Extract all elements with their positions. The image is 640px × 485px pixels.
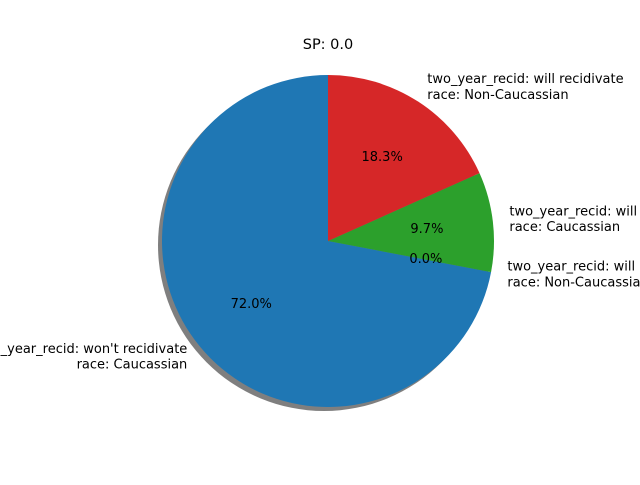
pie-outer-label-line2: race: Caucassian — [509, 220, 620, 235]
pie-outer-label-line1: two_year_recid: will recidivate — [507, 260, 640, 275]
pie-percent-label-3: 18.3% — [362, 150, 403, 165]
pie-outer-label-line1: two_year_recid: will recidivate — [427, 72, 623, 87]
pie-outer-label-line1: two_year_recid: won't recidivate — [0, 342, 187, 357]
pie-percent-labels: 72.0% 0.0% 9.7% 18.3% — [231, 150, 444, 312]
pie-outer-label-3: two_year_recid: will recidivate race: Non… — [427, 72, 623, 103]
pie-slice-0 — [162, 75, 492, 408]
pie-outer-label-line2: race: Non-Caucassian — [507, 275, 640, 290]
pie-outer-label-line1: two_year_recid: will recidivate — [509, 204, 640, 219]
pie-slice-3 — [328, 75, 480, 241]
pie-slice-2 — [328, 173, 494, 273]
pie-outer-label-line2: race: Caucassian — [77, 357, 188, 372]
pie-slices — [162, 75, 494, 408]
pie-outer-label-line2: race: Non-Caucassian — [427, 88, 568, 103]
pie-percent-label-0: 72.0% — [231, 297, 272, 312]
chart-title: SP: 0.0 — [303, 37, 354, 53]
pie-percent-label-1: 0.0% — [409, 252, 442, 267]
pie-percent-label-2: 9.7% — [410, 222, 443, 237]
